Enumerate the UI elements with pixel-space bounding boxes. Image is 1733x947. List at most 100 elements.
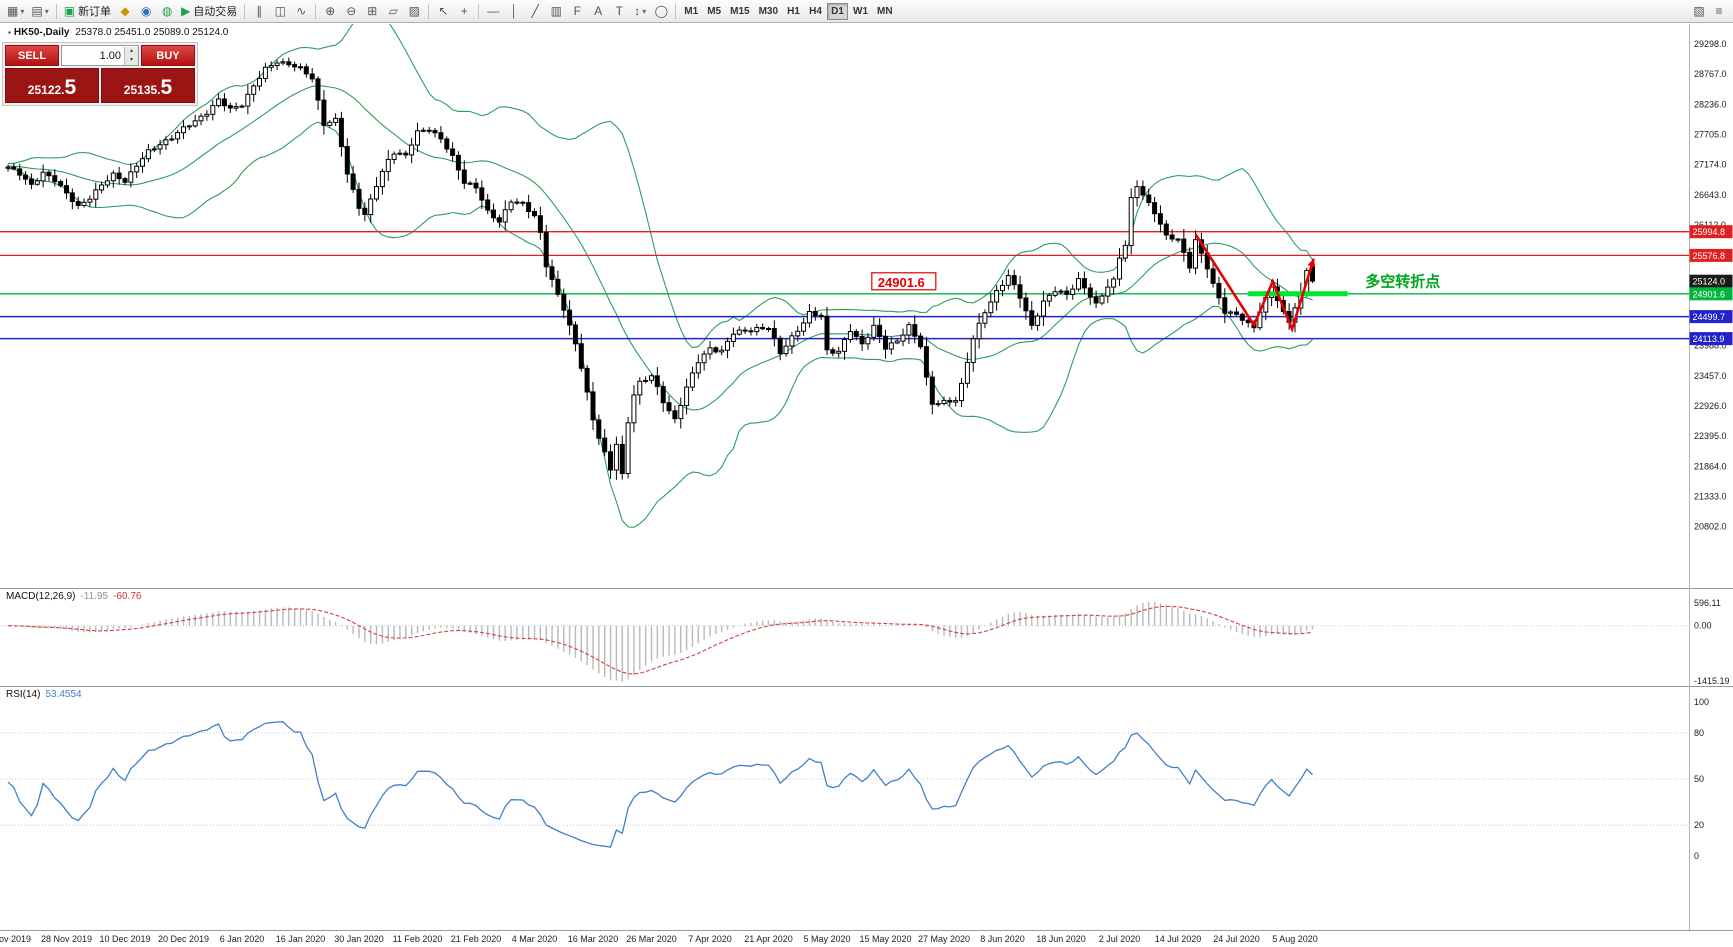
bollinger-bands xyxy=(7,24,1313,528)
label-tool-icon: T xyxy=(615,4,623,18)
print-button[interactable]: ▧ xyxy=(1689,2,1709,21)
sell-price-main: 25122. xyxy=(27,83,65,97)
price-tags: 25994.8 25576.8 25124.0 24901.6 24499.7 24113… xyxy=(1689,225,1733,346)
buy-price-main: 25135. xyxy=(123,83,161,97)
svg-text:23988.0: 23988.0 xyxy=(1694,341,1727,351)
zoom-out-button[interactable]: ⊖ xyxy=(341,2,361,21)
trendline-tool-button[interactable]: ╱ xyxy=(525,2,545,21)
new-order-button[interactable]: ▣ 新订单 xyxy=(61,2,114,21)
toolbar-separator xyxy=(315,3,317,19)
market-watch-button[interactable]: ◆ xyxy=(115,2,135,21)
timeframe-M30-button[interactable]: M30 xyxy=(755,3,782,20)
candlesticks xyxy=(5,57,1315,480)
buy-button[interactable]: BUY xyxy=(141,45,195,66)
timeframe-H1-button[interactable]: H1 xyxy=(783,3,804,20)
date-label: 21 Feb 2020 xyxy=(450,934,502,944)
toolbar-separator xyxy=(675,3,677,19)
tile-windows-button[interactable]: ▱ xyxy=(383,2,403,21)
macd-header: MACD(12,26,9) -11.95 -60.76 xyxy=(6,591,141,602)
cursor-button[interactable]: ↖ xyxy=(433,2,453,21)
svg-text:25576.8: 25576.8 xyxy=(1693,251,1726,261)
buy-price-pips: 5 xyxy=(160,76,173,99)
svg-text:50: 50 xyxy=(1694,774,1704,784)
volume-stepper[interactable]: ▴ ▾ xyxy=(124,46,138,65)
autotrading-button[interactable]: ▶ 自动交易 xyxy=(178,2,240,21)
main-price-chart[interactable]: 24901.6 多空转折点 29298.0 28767.0 28236.0 27705.0… xyxy=(0,24,1733,588)
fibonacci-tool-button[interactable]: F xyxy=(567,2,587,21)
svg-text:20802.0: 20802.0 xyxy=(1694,522,1727,532)
shapes-tool-button[interactable]: ◯ xyxy=(651,2,671,21)
zigzag-annotation[interactable] xyxy=(1194,233,1316,333)
svg-text:27705.0: 27705.0 xyxy=(1694,130,1727,140)
shapes-tool-icon: ◯ xyxy=(654,4,669,18)
date-label: 27 May 2020 xyxy=(917,934,971,944)
vertical-line-tool-button[interactable]: │ xyxy=(504,2,524,21)
toolbar-separator xyxy=(55,3,57,19)
menu-icon: ≡ xyxy=(1715,4,1723,18)
channel-tool-button[interactable]: ▥ xyxy=(546,2,566,21)
timeframe-M15-button[interactable]: M15 xyxy=(726,3,753,20)
rsi-indicator-panel[interactable]: 100 80 50 20 0 xyxy=(0,686,1733,930)
timeframe-MN-button[interactable]: MN xyxy=(873,3,897,20)
cascade-windows-button[interactable]: ▨ xyxy=(404,2,424,21)
date-label: 24 Jul 2020 xyxy=(1213,934,1260,944)
web-trading-button[interactable]: ◍ xyxy=(157,2,177,21)
sell-price-button[interactable]: 25122. 5 xyxy=(5,68,99,103)
volume-input[interactable]: 1.00 ▴ ▾ xyxy=(61,45,139,66)
spin-down-icon[interactable]: ▾ xyxy=(125,55,138,65)
date-label: 30 Jan 2020 xyxy=(334,934,384,944)
sell-button[interactable]: SELL xyxy=(5,45,59,66)
timeframe-D1-button[interactable]: D1 xyxy=(827,2,849,20)
macd-title: MACD(12,26,9) xyxy=(6,591,76,602)
line-chart-button[interactable]: ∿ xyxy=(291,2,311,21)
date-label: 14 Jul 2020 xyxy=(1154,934,1202,944)
crosshair-button[interactable]: + xyxy=(454,2,474,21)
candlestick-chart-button[interactable]: ◫ xyxy=(270,2,290,21)
profiles-button[interactable]: ▤ ▾ xyxy=(28,2,51,21)
zoom-out-icon: ⊖ xyxy=(346,4,357,18)
timeframe-M5-button[interactable]: M5 xyxy=(703,3,725,20)
new-order-icon: ▣ xyxy=(63,4,76,18)
rsi-axis-labels: 100 80 50 20 0 xyxy=(1694,697,1709,861)
bar-chart-button[interactable]: ∥ xyxy=(249,2,269,21)
horizontal-line-icon: ― xyxy=(487,4,500,18)
history-center-button[interactable]: ◉ xyxy=(136,2,156,21)
symbol-title: HK50-,Daily xyxy=(13,27,70,38)
spin-up-icon[interactable]: ▴ xyxy=(125,46,138,56)
horizontal-line-tool-button[interactable]: ― xyxy=(483,2,503,21)
candlestick-icon: ◫ xyxy=(274,4,286,18)
timeframe-H4-button[interactable]: H4 xyxy=(805,3,826,20)
date-label: 6 Jan 2020 xyxy=(219,934,265,944)
macd-histogram xyxy=(7,602,1314,682)
grid-button[interactable]: ⊞ xyxy=(362,2,382,21)
arrows-tool-button[interactable]: ↕ ▾ xyxy=(630,2,650,21)
new-chart-button[interactable]: ▦ ▾ xyxy=(4,2,27,21)
timeframe-M1-button[interactable]: M1 xyxy=(680,3,702,20)
menu-button[interactable]: ≡ xyxy=(1709,2,1729,21)
text-tool-icon: A xyxy=(594,4,603,18)
volume-value: 1.00 xyxy=(99,49,121,62)
zoom-in-button[interactable]: ⊕ xyxy=(320,2,340,21)
zoom-in-icon: ⊕ xyxy=(325,4,336,18)
macd-indicator-panel[interactable]: 596.11 0.00 -1415.19 xyxy=(0,588,1733,686)
svg-text:22926.0: 22926.0 xyxy=(1694,401,1727,411)
date-label: 4 Mar 2020 xyxy=(511,934,558,944)
svg-text:-1415.19: -1415.19 xyxy=(1694,676,1730,686)
fibonacci-icon: F xyxy=(573,4,581,18)
line-chart-icon: ∿ xyxy=(296,4,307,18)
sr-price-label[interactable]: 24901.6 xyxy=(871,272,937,291)
timeframe-W1-button[interactable]: W1 xyxy=(849,3,872,20)
svg-text:596.11: 596.11 xyxy=(1694,598,1721,608)
macd-main-value: -11.95 xyxy=(80,591,109,602)
date-label: 28 Nov 2019 xyxy=(40,934,93,944)
svg-text:24901.6: 24901.6 xyxy=(878,275,925,290)
svg-text:25994.8: 25994.8 xyxy=(1693,227,1726,237)
date-axis[interactable]: 8 Nov 2019 28 Nov 2019 10 Dec 2019 20 Dec 2… xyxy=(0,930,1733,947)
svg-text:21333.0: 21333.0 xyxy=(1694,492,1727,502)
toolbar-right-group: ▧ ≡ xyxy=(1689,2,1729,21)
buy-price-button[interactable]: 25135. 5 xyxy=(101,68,195,103)
label-tool-button[interactable]: T xyxy=(609,2,629,21)
text-tool-button[interactable]: A xyxy=(588,2,608,21)
date-label: 21 Apr 2020 xyxy=(744,934,793,944)
date-label: 11 Feb 2020 xyxy=(392,934,443,944)
